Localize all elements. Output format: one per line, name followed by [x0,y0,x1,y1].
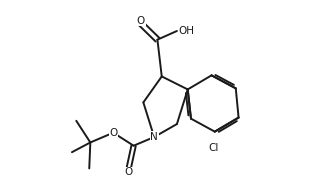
Text: O: O [124,167,132,177]
Text: Cl: Cl [209,143,219,153]
Text: O: O [137,16,145,26]
Text: OH: OH [179,26,195,36]
Text: O: O [109,128,117,138]
Text: N: N [150,132,158,142]
